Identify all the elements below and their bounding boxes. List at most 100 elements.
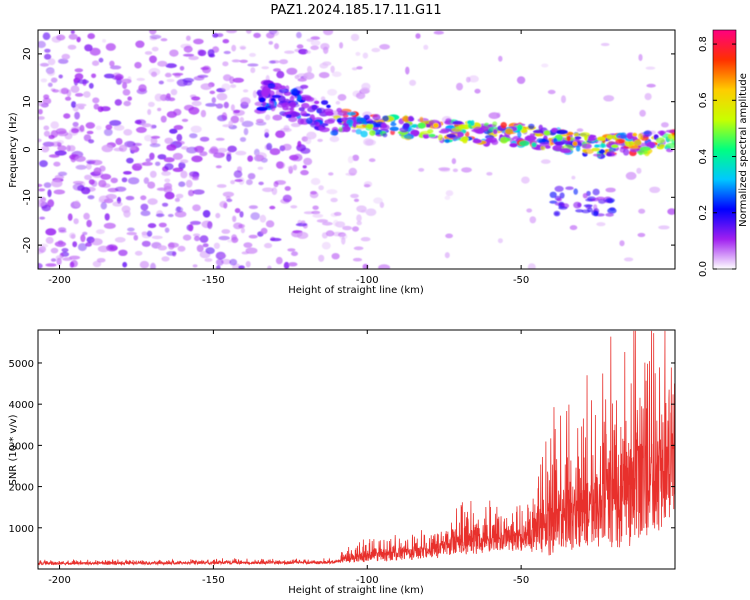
heatmap-cell <box>243 242 253 248</box>
heatmap-cell <box>327 118 336 122</box>
heatmap-cell <box>174 197 180 202</box>
heatmap-cell <box>66 89 72 97</box>
heatmap-cell <box>318 254 325 262</box>
heatmap-cell <box>645 66 656 70</box>
heatmap-cell <box>231 44 237 52</box>
heatmap-cell <box>50 77 58 83</box>
heatmap-cell <box>274 43 279 50</box>
heatmap-cell <box>192 189 205 195</box>
heatmap-cell <box>637 232 646 238</box>
heatmap-cell <box>74 111 80 120</box>
heatmap-cell <box>342 123 350 127</box>
heatmap-cell <box>451 127 463 132</box>
colorbar-tick-label: 0.4 <box>698 149 709 165</box>
heatmap-cell <box>97 245 110 253</box>
heatmap-cell <box>100 106 111 112</box>
y-tick-label: 4000 <box>9 400 34 411</box>
heatmap-cell <box>77 185 85 192</box>
heatmap-cell <box>175 140 185 145</box>
heatmap-cell <box>52 89 60 93</box>
heatmap-cell <box>61 248 69 253</box>
heatmap-cell <box>121 177 128 183</box>
heatmap-cell <box>188 189 195 197</box>
heatmap-cell <box>594 144 600 148</box>
heatmap-cell <box>226 30 237 34</box>
heatmap-cell <box>172 72 184 76</box>
heatmap-cell <box>109 60 115 67</box>
heatmap-cell <box>143 177 150 185</box>
heatmap-cell <box>356 220 362 226</box>
heatmap-cell <box>241 120 254 128</box>
y-tick-label: -10 <box>22 189 33 205</box>
heatmap-cell <box>444 195 451 200</box>
heatmap-cell <box>250 67 256 74</box>
heatmap-cell <box>200 109 207 118</box>
x-tick-label: -200 <box>48 575 71 586</box>
heatmap-cell <box>72 241 78 248</box>
heatmap-cell <box>426 124 431 128</box>
heatmap-cell <box>127 96 132 101</box>
heatmap-cell <box>80 234 86 243</box>
heatmap-cell <box>666 148 674 153</box>
heatmap-cell <box>353 198 360 202</box>
heatmap-cell <box>205 247 215 255</box>
heatmap-cell <box>122 261 128 268</box>
heatmap-cell <box>543 130 551 136</box>
heatmap-cell <box>58 58 69 64</box>
heatmap-cell <box>246 179 253 186</box>
heatmap-cell <box>221 83 231 91</box>
heatmap-cell <box>83 212 90 220</box>
heatmap-cell <box>661 122 669 128</box>
heatmap-cell <box>521 176 530 184</box>
heatmap-cell <box>207 221 213 230</box>
heatmap-cell <box>624 139 635 147</box>
x-tick-label: -50 <box>513 575 529 586</box>
heatmap-cell <box>178 181 186 187</box>
heatmap-cell <box>164 191 175 200</box>
heatmap-cell <box>287 165 297 170</box>
heatmap-cell <box>45 236 54 244</box>
heatmap-cell <box>319 127 330 133</box>
heatmap-cell <box>361 82 371 91</box>
heatmap-cell <box>278 88 290 94</box>
heatmap-cell <box>276 161 284 169</box>
heatmap-cell <box>498 55 503 62</box>
heatmap-cell <box>356 214 362 222</box>
heatmap-cell <box>598 149 606 154</box>
heatmap-cell <box>461 167 472 173</box>
heatmap-cell <box>215 137 225 141</box>
heatmap-cell <box>352 154 360 161</box>
heatmap-cell <box>296 44 304 49</box>
heatmap-cell <box>275 256 283 265</box>
heatmap-cell <box>341 117 349 122</box>
heatmap-cell <box>215 258 224 266</box>
heatmap-cell <box>112 201 123 207</box>
heatmap-cell <box>565 186 574 190</box>
heatmap-cell <box>275 130 286 138</box>
heatmap-cell <box>223 74 232 82</box>
heatmap-cell <box>90 159 103 166</box>
heatmap-cell <box>273 68 281 72</box>
heatmap-cell <box>140 195 147 201</box>
heatmap-cell <box>44 48 51 53</box>
heatmap-cell <box>50 247 59 254</box>
heatmap-cell <box>88 82 94 89</box>
heatmap-cell <box>42 32 51 40</box>
heatmap-cell <box>528 123 535 130</box>
heatmap-cell <box>249 52 256 57</box>
heatmap-cell <box>149 55 157 64</box>
heatmap-cell <box>296 31 302 39</box>
heatmap-cell <box>61 53 71 60</box>
colorbar-tick-label: 0.6 <box>698 92 709 108</box>
heatmap-cell <box>405 66 410 75</box>
heatmap-cell <box>649 186 661 193</box>
heatmap-cell <box>638 54 643 61</box>
heatmap-cell <box>126 231 137 236</box>
heatmap-cell <box>497 238 503 244</box>
heatmap-cell <box>336 107 343 113</box>
heatmap-cell <box>312 205 319 210</box>
heatmap-cell <box>230 84 237 88</box>
heatmap-cell <box>154 93 163 102</box>
heatmap-cell <box>39 216 46 220</box>
heatmap-cell <box>213 242 220 249</box>
